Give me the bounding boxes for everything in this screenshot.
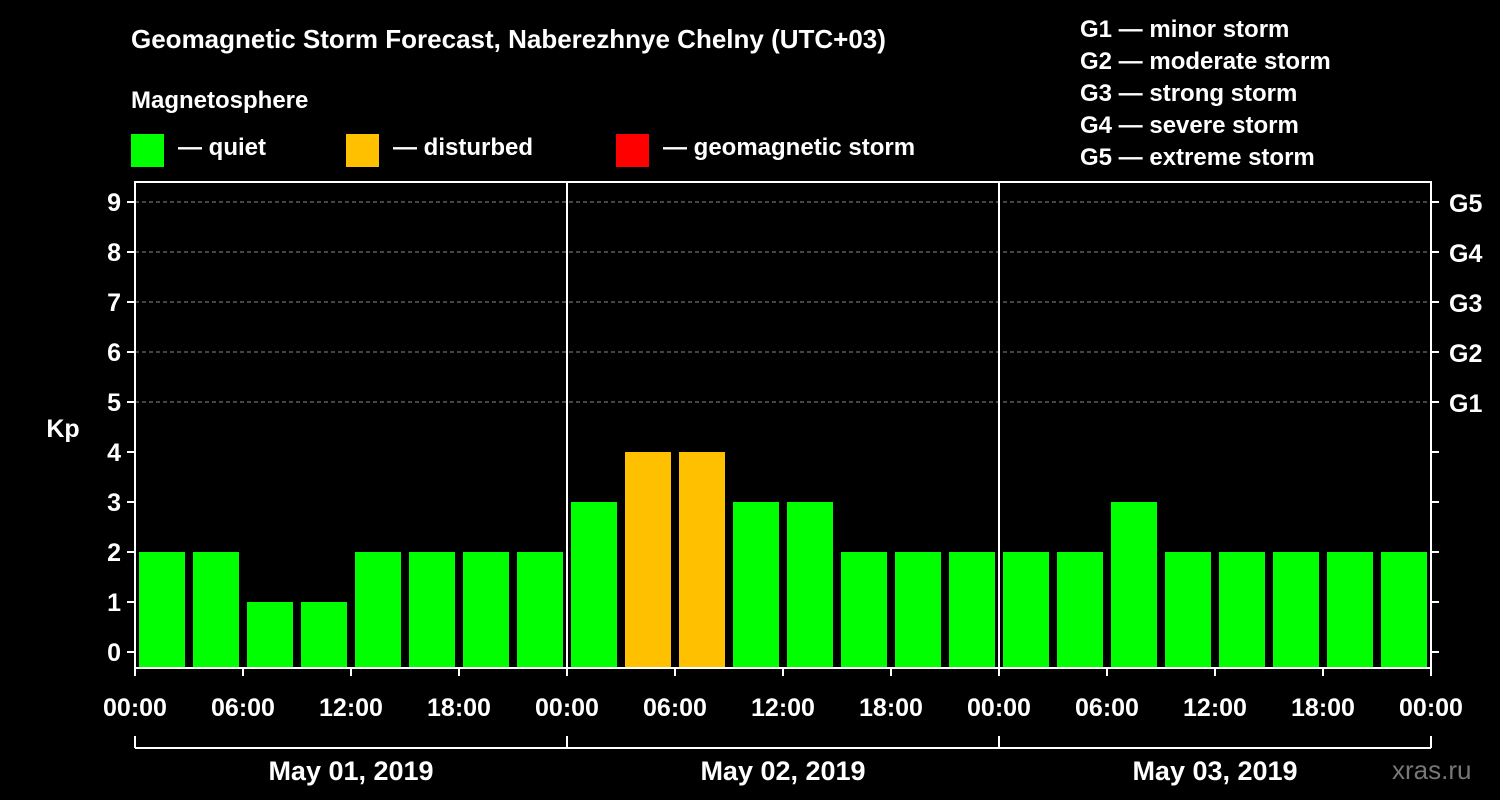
watermark: xras.ru — [1392, 755, 1472, 785]
storm-scale-g2: G2 — moderate storm — [1080, 48, 1331, 75]
ytick-label-0: 0 — [107, 639, 121, 667]
kp-bar-6 — [463, 552, 509, 668]
xtick-label-3: 18:00 — [427, 694, 491, 722]
kp-bar-23 — [1381, 552, 1427, 668]
right-label-g2: G2 — [1449, 340, 1482, 368]
ytick-label-2: 2 — [107, 539, 121, 567]
right-label-g4: G4 — [1449, 240, 1482, 268]
legend-label-storm: — geomagnetic storm — [663, 134, 916, 161]
xtick-label-8: 00:00 — [967, 694, 1031, 722]
kp-bar-14 — [895, 552, 941, 668]
legend-label-quiet: — quiet — [178, 134, 266, 161]
right-label-g1: G1 — [1449, 390, 1482, 418]
storm-scale-g5: G5 — extreme storm — [1080, 144, 1315, 171]
xtick-label-5: 06:00 — [643, 694, 707, 722]
storm-scale-g3: G3 — strong storm — [1080, 80, 1298, 107]
ytick-label-3: 3 — [107, 489, 121, 517]
xtick-label-11: 18:00 — [1291, 694, 1355, 722]
xtick-label-1: 06:00 — [211, 694, 275, 722]
kp-bar-13 — [841, 552, 887, 668]
kp-bar-18 — [1111, 502, 1157, 668]
kp-bar-7 — [517, 552, 563, 668]
kp-bar-11 — [733, 502, 779, 668]
ytick-label-4: 4 — [107, 439, 121, 467]
ytick-label-7: 7 — [107, 289, 121, 317]
xtick-label-10: 12:00 — [1183, 694, 1247, 722]
kp-bar-10 — [679, 452, 725, 668]
kp-bar-22 — [1327, 552, 1373, 668]
right-label-g3: G3 — [1449, 290, 1482, 318]
xtick-label-9: 06:00 — [1075, 694, 1139, 722]
xtick-label-12: 00:00 — [1399, 694, 1463, 722]
kp-bar-1 — [193, 552, 239, 668]
legend-label-disturbed: — disturbed — [393, 134, 534, 161]
kp-bar-20 — [1219, 552, 1265, 668]
kp-bar-9 — [625, 452, 671, 668]
kp-bar-16 — [1003, 552, 1049, 668]
day-label-1: May 02, 2019 — [700, 756, 865, 786]
ytick-label-6: 6 — [107, 339, 121, 367]
kp-bar-19 — [1165, 552, 1211, 668]
day-label-2: May 03, 2019 — [1132, 756, 1297, 786]
ytick-label-8: 8 — [107, 239, 121, 267]
ytick-label-9: 9 — [107, 189, 121, 217]
y-axis-label: Kp — [46, 415, 79, 443]
chart-title: Geomagnetic Storm Forecast, Naberezhnye … — [131, 24, 886, 54]
day-label-0: May 01, 2019 — [268, 756, 433, 786]
xtick-label-6: 12:00 — [751, 694, 815, 722]
ytick-label-1: 1 — [107, 589, 121, 617]
kp-bar-8 — [571, 502, 617, 668]
ytick-label-5: 5 — [107, 389, 121, 417]
kp-bar-2 — [247, 602, 293, 668]
kp-bar-5 — [409, 552, 455, 668]
kp-bar-15 — [949, 552, 995, 668]
legend-swatch-disturbed — [346, 134, 379, 167]
kp-bar-0 — [139, 552, 185, 668]
legend-swatch-quiet — [131, 134, 164, 167]
kp-bar-21 — [1273, 552, 1319, 668]
kp-bar-12 — [787, 502, 833, 668]
legend-swatch-storm — [616, 134, 649, 167]
right-label-g5: G5 — [1449, 190, 1482, 218]
xtick-label-4: 00:00 — [535, 694, 599, 722]
storm-scale-g4: G4 — severe storm — [1080, 112, 1299, 139]
kp-bar-4 — [355, 552, 401, 668]
xtick-label-0: 00:00 — [103, 694, 167, 722]
kp-bar-17 — [1057, 552, 1103, 668]
legend-heading: Magnetosphere — [131, 87, 309, 114]
xtick-label-2: 12:00 — [319, 694, 383, 722]
kp-bar-3 — [301, 602, 347, 668]
xtick-label-7: 18:00 — [859, 694, 923, 722]
storm-scale-g1: G1 — minor storm — [1080, 16, 1290, 43]
